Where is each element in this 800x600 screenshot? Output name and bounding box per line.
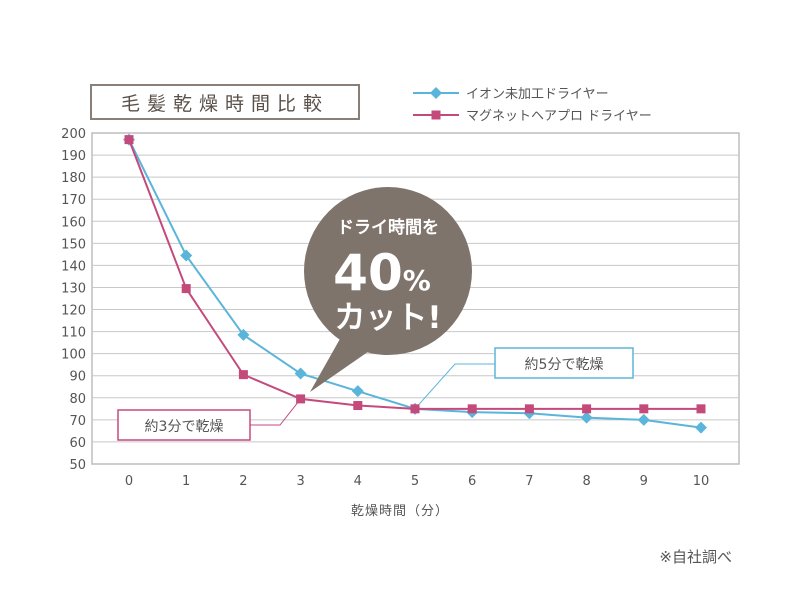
- data-point: [410, 404, 420, 414]
- data-point: [695, 421, 707, 434]
- bubble-circle: [304, 187, 472, 355]
- x-tick-label: 9: [640, 474, 648, 489]
- annotation-3min: 約3分で乾燥: [145, 419, 224, 435]
- y-tick-label: 160: [61, 215, 86, 230]
- chart-title: 毛髪乾燥時間比較: [90, 84, 360, 120]
- data-point: [181, 284, 191, 294]
- y-tick-label: 60: [69, 436, 86, 451]
- y-tick-label: 90: [69, 370, 86, 385]
- x-axis-label: 乾燥時間（分）: [350, 504, 449, 519]
- x-tick-label: 4: [354, 474, 362, 489]
- series-group: [123, 133, 707, 434]
- data-point: [124, 135, 134, 145]
- y-axis-ticks: 50 60 70 80 90 100 110 120 130 140 150 160 170 180 190…: [61, 127, 86, 473]
- data-point: [294, 367, 307, 380]
- y-tick-label: 110: [61, 326, 86, 341]
- y-tick-label: 180: [61, 171, 86, 186]
- x-tick-label: 2: [239, 474, 247, 489]
- y-tick-label: 80: [69, 392, 86, 407]
- x-tick-label: 8: [582, 474, 590, 489]
- y-tick-label: 170: [61, 193, 86, 208]
- y-tick-label: 150: [61, 237, 86, 252]
- legend-label: マグネットヘアプロ ドライヤー: [466, 109, 652, 124]
- x-tick-label: 0: [125, 474, 133, 489]
- y-tick-label: 50: [69, 458, 86, 473]
- y-tick-label: 70: [69, 414, 86, 429]
- x-tick-label: 6: [468, 474, 476, 489]
- y-tick-label: 120: [61, 304, 86, 319]
- legend-marker: [431, 110, 441, 120]
- x-axis-ticks: 0 1 2 3 4 5 6 7 8 9 10: [125, 474, 709, 489]
- data-point: [351, 385, 364, 398]
- bubble-line3: カット!: [334, 300, 441, 336]
- data-point: [637, 413, 650, 426]
- x-tick-label: 5: [411, 474, 419, 489]
- annotation-box-3min: [117, 409, 251, 441]
- y-tick-label: 100: [61, 348, 86, 363]
- data-point: [580, 411, 593, 424]
- annotation-5min: 約5分で乾燥: [525, 357, 604, 373]
- x-tick-label: 7: [525, 474, 533, 489]
- y-tick-label: 200: [61, 127, 86, 142]
- x-tick-label: 1: [182, 474, 190, 489]
- leader-line-5min: [414, 363, 495, 410]
- y-tick-label: 140: [61, 259, 86, 274]
- data-point: [639, 404, 649, 414]
- data-point: [353, 401, 363, 411]
- footnote: ※自社調べ: [659, 548, 732, 566]
- legend-label: イオン未加工ドライヤー: [466, 87, 609, 102]
- annotations: 約3分で乾燥 約5分で乾燥: [117, 347, 634, 441]
- data-point: [582, 404, 592, 414]
- y-tick-label: 190: [61, 149, 86, 164]
- annotation-box-5min: [494, 347, 634, 379]
- bubble-line1: ドライ時間を: [337, 217, 439, 238]
- data-point: [238, 370, 248, 380]
- x-tick-label: 3: [296, 474, 304, 489]
- bubble-percent-sign: %: [403, 264, 431, 297]
- legend-marker: [430, 87, 442, 99]
- data-point: [237, 328, 250, 341]
- data-point: [467, 404, 477, 414]
- data-point: [180, 249, 193, 262]
- x-tick-label: 10: [693, 474, 710, 489]
- y-tick-label: 130: [61, 281, 86, 296]
- data-point: [696, 404, 706, 414]
- data-point: [524, 404, 534, 414]
- data-point: [296, 394, 306, 404]
- leader-line-3min: [250, 398, 301, 426]
